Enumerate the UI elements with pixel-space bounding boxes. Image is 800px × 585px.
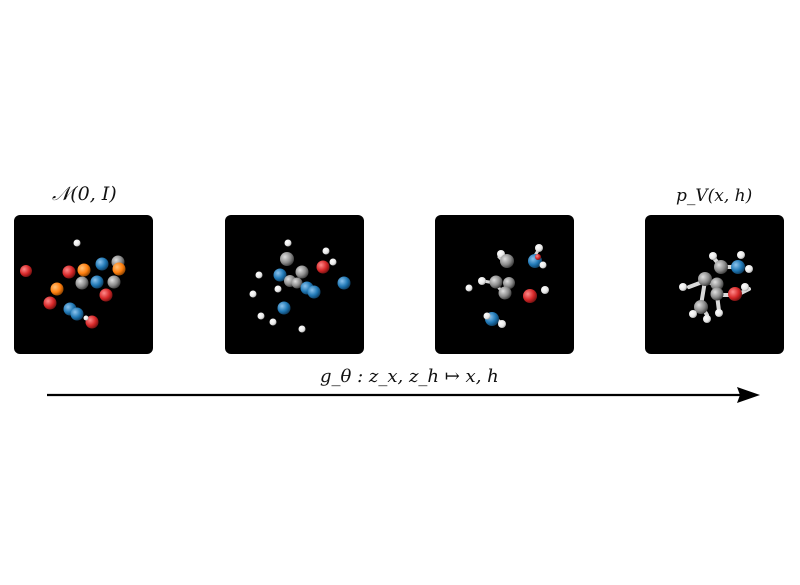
atom-carbon [500,254,514,268]
atom-hydrogen [745,265,753,273]
atom-hydrogen [737,251,745,259]
atom-hydrogen [284,239,292,247]
panel-molecule [645,215,784,354]
atom-hydrogen [478,277,486,285]
atom-nitrogen [70,307,84,321]
atom-hydrogen [274,285,282,293]
atom-hydrogen [535,244,543,252]
atom-carbon [694,300,708,314]
atom-carbon [498,286,512,300]
atom-nitrogen [273,268,287,282]
panel-step-3 [435,215,574,354]
atom-carbon [280,252,294,266]
transformation-arrow [47,387,760,403]
atom-carbon [698,272,712,286]
atom-hydrogen [322,247,330,255]
atom-nitrogen [90,275,104,289]
molecule-render-final [679,251,753,323]
atom-nitrogen [95,257,109,271]
atom-hydrogen [689,310,697,318]
atom-carbon [489,275,503,289]
atom-carbon [710,277,724,291]
atom-oxygen [728,287,742,301]
atom-orange [50,282,64,296]
arrow-head [737,387,760,403]
atom-carbon [710,287,724,301]
atom-hydrogen [541,286,549,294]
atom-oxygen [85,315,99,329]
atom-carbon [714,260,728,274]
atom-hydrogen [715,309,723,317]
atom-carbon [107,275,121,289]
atom-hydrogen [73,239,81,247]
atom-hydrogen [539,261,547,269]
atom-nitrogen [307,285,321,299]
atom-hydrogen [498,320,506,328]
atom-carbon [75,276,89,290]
atom-carbon [295,265,309,279]
atom-oxygen [535,254,541,260]
atom-oxygen [523,289,537,303]
atom-hydrogen [269,318,277,326]
atom-oxygen [99,288,113,302]
molecule-render-step-2 [249,239,351,333]
atom-hydrogen [298,325,306,333]
atom-carbon [291,277,303,289]
molecule-render-noise [20,239,126,329]
noise-distribution-label: 𝒩(0, I) [52,183,117,205]
panel-noise [14,215,153,354]
atom-orange [112,262,126,276]
atom-oxygen [20,265,32,277]
atom-orange [77,263,91,277]
atom-carbon [503,277,515,289]
atom-hydrogen [741,283,749,291]
atom-hydrogen [329,258,337,266]
generator-mapping-label: g_θ : z_x, z_h ↦ x, h [320,366,499,387]
atom-hydrogen [255,271,263,279]
atom-hydrogen [709,252,717,260]
atom-hydrogen [703,315,711,323]
atom-hydrogen [249,290,257,298]
data-distribution-label: p_V(x, h) [676,186,753,206]
atom-nitrogen [277,301,291,315]
atom-oxygen [62,265,76,279]
atom-hydrogen [83,315,89,321]
atom-hydrogen [483,312,491,320]
atom-oxygen [43,296,57,310]
atom-nitrogen [337,276,351,290]
molecule-render-step-3 [465,244,549,328]
atom-oxygen [316,260,330,274]
atom-hydrogen [465,284,473,292]
panel-step-2 [225,215,364,354]
atom-hydrogen [257,312,265,320]
atom-nitrogen [731,260,745,274]
atom-hydrogen [679,283,687,291]
